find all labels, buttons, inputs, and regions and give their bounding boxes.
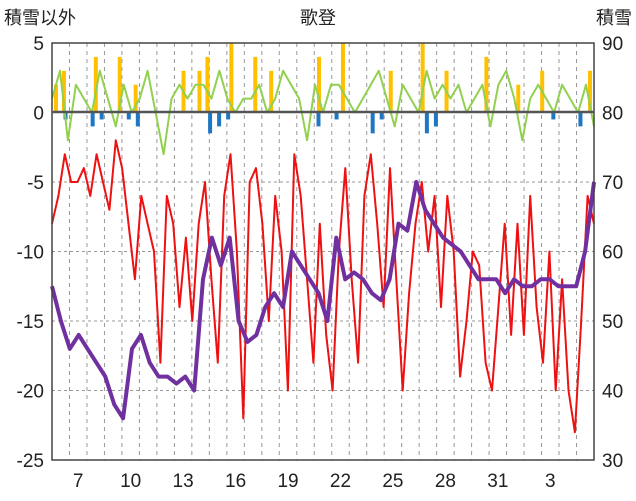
chart-title: 歌登 [300,8,336,29]
bar [126,112,131,120]
bar [317,56,322,113]
bar [516,84,521,113]
y-left-tick-label: -5 [27,173,44,194]
y-right-tick-label: 80 [602,104,623,125]
bar [90,112,95,127]
y-right-tick-label: 40 [602,382,623,403]
bar [61,70,66,113]
x-tick-label: 13 [173,471,194,492]
bar [135,112,140,127]
bar [217,112,222,127]
bar [133,84,138,113]
x-tick-label: 19 [277,471,298,492]
y-left-tick-label: -25 [17,451,44,472]
bar [370,112,375,134]
y-left-ticks: 5 0 -5 -10 -15 -20 -25 [17,34,44,472]
y-left-tick-label: -15 [17,312,44,333]
y-right-tick-label: 30 [602,451,623,472]
x-tick-label: 28 [435,471,456,492]
y-left-tick-label: -10 [17,243,44,264]
bar [588,70,593,113]
x-ticks: 7 10 13 16 19 22 25 28 31 3 [73,471,556,492]
y-right-tick-label: 70 [602,173,623,194]
x-tick-label: 3 [545,471,556,492]
bar [253,56,258,113]
bar [316,112,321,127]
bar [420,43,425,113]
x-tick-label: 22 [330,471,351,492]
bar [197,70,202,113]
bar [269,70,274,113]
bar [93,56,98,113]
y-left-tick-label: 5 [33,34,44,55]
bar [334,112,339,120]
bar [578,112,583,127]
x-tick-label: 31 [487,471,508,492]
bar [229,43,234,113]
bar [379,112,384,120]
y-right-ticks: 90 80 70 60 50 40 30 [602,34,623,472]
y-right-label: 積雪 [596,8,632,29]
grid-lines [52,43,594,460]
y-right-tick-label: 50 [602,312,623,333]
bar [424,112,429,134]
bar [388,70,393,113]
x-tick-label: 25 [382,471,403,492]
y-right-tick-label: 90 [602,34,623,55]
bar [208,112,213,134]
bar [340,43,345,113]
series-line [51,139,595,434]
y-right-tick-label: 60 [602,243,623,264]
bar [551,112,556,120]
bar [99,112,104,120]
plot-frame [51,42,595,461]
bar [484,56,489,113]
y-left-tick-label: 0 [33,104,44,125]
bar [433,112,438,127]
bar [117,56,122,113]
bar [226,112,231,120]
y-left-tick-label: -20 [17,382,44,403]
x-tick-label: 10 [120,471,141,492]
x-tick-label: 16 [225,471,246,492]
series-line [50,180,596,421]
y-left-label: 積雪以外 [4,8,76,29]
bar [205,56,210,113]
x-tick-label: 7 [73,471,84,492]
bar [53,84,58,113]
